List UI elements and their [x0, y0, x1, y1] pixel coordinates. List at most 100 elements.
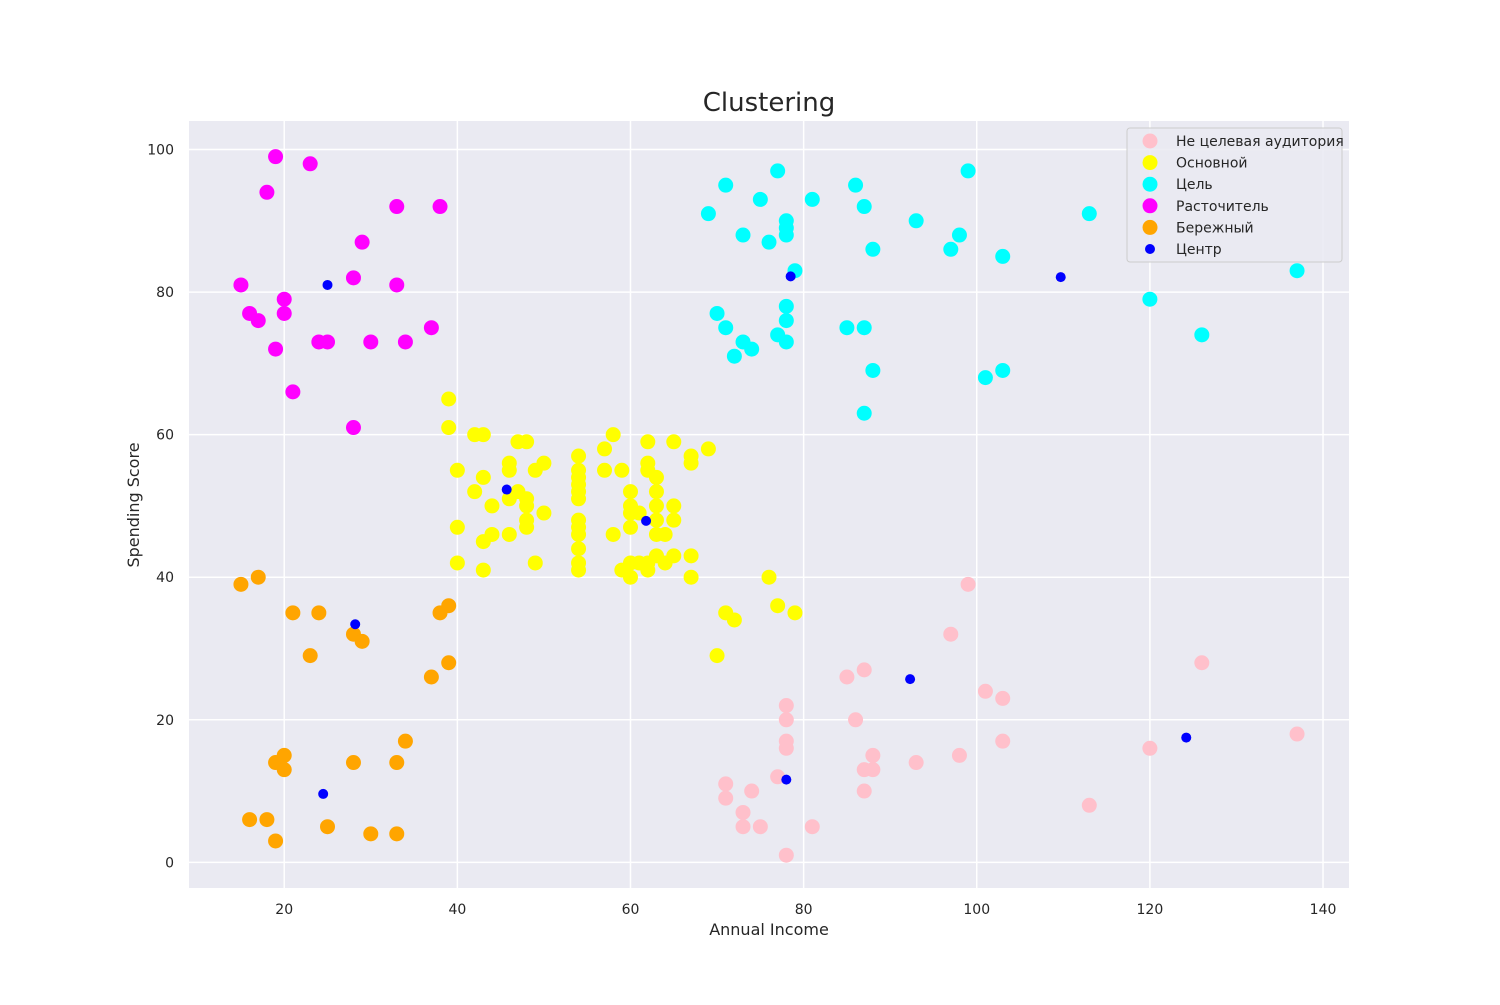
- data-point: [345, 270, 361, 286]
- data-point: [345, 755, 361, 771]
- data-point: [423, 669, 439, 685]
- data-point: [354, 633, 370, 649]
- x-tick-label: 120: [1137, 902, 1164, 918]
- data-point: [865, 241, 881, 257]
- data-point: [666, 512, 682, 528]
- data-point: [778, 227, 794, 243]
- x-tick-label: 60: [622, 902, 640, 918]
- data-point: [1289, 726, 1305, 742]
- data-point: [475, 427, 491, 443]
- data-point: [268, 149, 284, 165]
- data-point: [345, 420, 361, 436]
- data-point: [839, 669, 855, 685]
- data-point: [285, 605, 301, 621]
- data-point: [735, 804, 751, 820]
- chart-title: Clustering: [703, 88, 836, 118]
- data-point: [785, 271, 796, 282]
- data-point: [960, 576, 976, 592]
- data-point: [781, 774, 792, 785]
- data-point: [622, 519, 638, 535]
- data-point: [1181, 732, 1192, 743]
- data-point: [752, 819, 768, 835]
- legend-label: Основной: [1176, 156, 1248, 172]
- data-point: [501, 455, 517, 471]
- data-point: [908, 213, 924, 229]
- data-point: [605, 427, 621, 443]
- data-point: [320, 819, 336, 835]
- data-point: [389, 277, 405, 293]
- legend-label: Центр: [1176, 242, 1222, 258]
- data-point: [423, 320, 439, 336]
- data-point: [735, 819, 751, 835]
- data-point: [648, 498, 664, 514]
- data-point: [233, 277, 249, 293]
- data-point: [250, 313, 266, 329]
- legend-marker: [1142, 198, 1158, 214]
- data-point: [1055, 272, 1066, 283]
- data-point: [597, 462, 613, 478]
- data-point: [1142, 291, 1158, 307]
- data-point: [770, 163, 786, 179]
- data-point: [657, 526, 673, 542]
- data-point: [778, 313, 794, 329]
- data-point: [778, 733, 794, 749]
- data-point: [571, 491, 587, 507]
- x-axis-label: Annual Income: [709, 920, 829, 939]
- data-point: [856, 199, 872, 215]
- data-point: [977, 370, 993, 386]
- data-point: [648, 484, 664, 500]
- data-point: [839, 320, 855, 336]
- data-point: [752, 191, 768, 207]
- data-point: [1081, 797, 1097, 813]
- legend-items: Не целевая аудитория Основной Цель Расточит…: [1142, 133, 1344, 258]
- data-point: [441, 655, 457, 671]
- data-point: [1081, 206, 1097, 222]
- data-point: [622, 484, 638, 500]
- data-point: [666, 434, 682, 450]
- data-point: [536, 505, 552, 521]
- data-point: [951, 747, 967, 763]
- data-point: [700, 441, 716, 457]
- data-point: [268, 833, 284, 849]
- data-point: [389, 826, 405, 842]
- data-point: [960, 163, 976, 179]
- data-point: [389, 199, 405, 215]
- data-point: [804, 191, 820, 207]
- data-point: [449, 519, 465, 535]
- data-point: [778, 334, 794, 350]
- data-point: [778, 712, 794, 728]
- data-point: [614, 462, 630, 478]
- data-point: [605, 526, 621, 542]
- data-point: [350, 619, 361, 630]
- data-point: [501, 526, 517, 542]
- data-point: [302, 648, 318, 664]
- data-point: [536, 455, 552, 471]
- data-point: [527, 555, 543, 571]
- data-point: [571, 448, 587, 464]
- data-point: [778, 298, 794, 314]
- data-point: [700, 206, 716, 222]
- data-point: [640, 562, 656, 578]
- data-point: [432, 199, 448, 215]
- data-point: [571, 562, 587, 578]
- data-point: [519, 434, 535, 450]
- data-point: [761, 569, 777, 585]
- data-point: [848, 177, 864, 193]
- data-point: [441, 391, 457, 407]
- data-point: [449, 462, 465, 478]
- data-point: [311, 605, 327, 621]
- data-point: [475, 469, 491, 485]
- data-point: [467, 484, 483, 500]
- data-point: [735, 227, 751, 243]
- data-point: [322, 279, 333, 290]
- data-point: [718, 790, 734, 806]
- data-point: [683, 548, 699, 564]
- data-point: [276, 305, 292, 321]
- legend-label: Цель: [1176, 177, 1213, 193]
- x-tick-label: 40: [448, 902, 466, 918]
- data-point: [449, 555, 465, 571]
- data-point: [995, 690, 1011, 706]
- data-point: [475, 562, 491, 578]
